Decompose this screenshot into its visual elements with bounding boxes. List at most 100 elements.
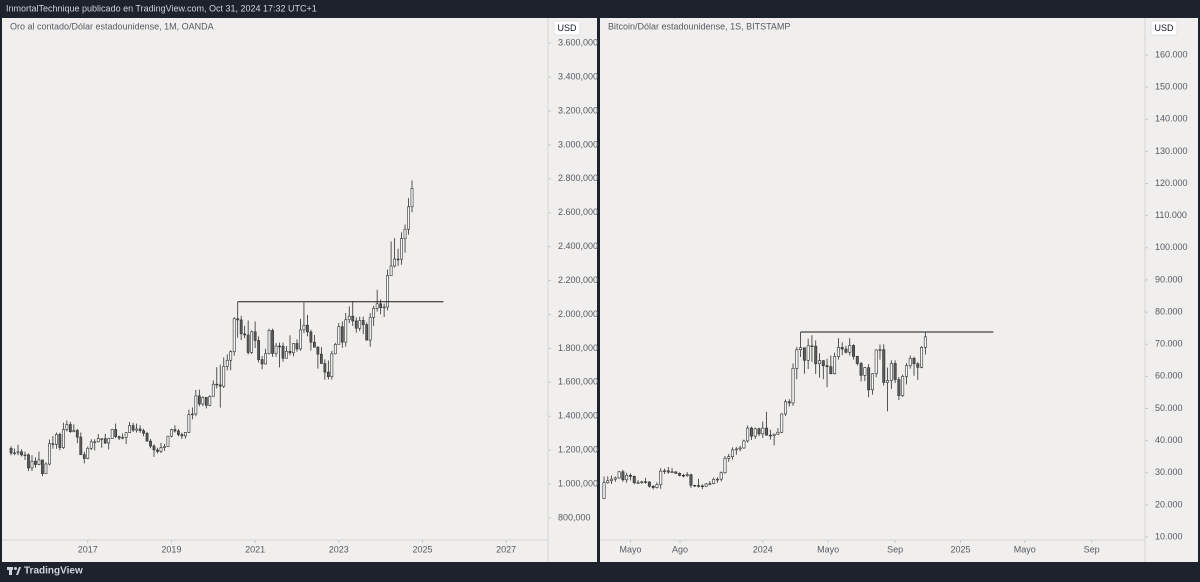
y-tick-label: 800,000 [558, 512, 591, 522]
candle-body [916, 363, 920, 368]
candle-body [867, 367, 871, 391]
candle-body [121, 437, 125, 439]
candle-body [131, 425, 135, 431]
candle-body [65, 424, 69, 430]
tv-logo [7, 567, 21, 575]
candle-body [742, 440, 746, 449]
candle-body [194, 395, 198, 415]
candle-body [674, 471, 678, 474]
candle-body [184, 432, 187, 437]
y-tick-label: 3.400,000 [558, 71, 598, 81]
candle-body [326, 371, 330, 378]
candle-body [264, 353, 267, 365]
candle-body [670, 471, 674, 473]
candle-body [825, 365, 829, 368]
candle-body [893, 363, 897, 380]
candle-body [368, 317, 372, 341]
candle-body [613, 477, 617, 480]
y-tick-label: 150.000 [1155, 82, 1188, 92]
candle-body [821, 360, 825, 367]
y-tick-label: 60.000 [1155, 371, 1183, 381]
currency-box [553, 20, 581, 36]
y-tick-label: 2.000,000 [558, 309, 598, 319]
candle-body [889, 363, 893, 381]
chart-panel: Oro al contado/Dólar estadounidense, 1M,… [2, 18, 598, 562]
candle-body [232, 318, 236, 352]
candle-body [863, 367, 867, 376]
candle-body [870, 373, 874, 391]
candle-body [225, 359, 229, 367]
candle-body [218, 384, 222, 387]
candle-body [309, 331, 313, 343]
currency-label: USD [1154, 23, 1174, 33]
candle-body [393, 258, 396, 267]
candle-body [278, 345, 281, 348]
candle-body [149, 440, 152, 447]
candle-body [874, 349, 878, 375]
candle-body [372, 308, 376, 318]
candle-body [908, 358, 912, 367]
candle-body [897, 379, 901, 396]
candle-body [190, 413, 194, 416]
y-tick-label: 90.000 [1155, 274, 1183, 284]
y-tick-label: 120.000 [1155, 178, 1188, 188]
candle-body [100, 438, 104, 440]
x-tick-label: 2021 [245, 544, 265, 554]
candle-body [761, 427, 765, 435]
candle-body [410, 188, 414, 208]
x-tick-label: Mayo [619, 544, 641, 554]
x-tick-label: 2024 [753, 544, 773, 554]
candle-body [852, 345, 855, 357]
candle-body [55, 434, 58, 445]
candle-body [727, 456, 731, 459]
y-tick-label: 30.000 [1155, 467, 1183, 477]
candle-body [700, 485, 704, 488]
y-tick-label: 140.000 [1155, 114, 1188, 124]
currency-label: USD [557, 23, 577, 33]
y-tick-label: 160.000 [1155, 49, 1188, 59]
candle-body [697, 485, 700, 487]
candle-body [920, 347, 924, 368]
candle-body [333, 344, 337, 355]
candle-body [818, 360, 821, 365]
x-tick-label: 2027 [496, 544, 516, 554]
candle-body [281, 345, 285, 359]
candle-body [802, 347, 806, 361]
panel-bg [2, 18, 597, 562]
candle-body [267, 330, 271, 354]
candle-body [253, 331, 257, 341]
candle-body [201, 397, 205, 405]
x-tick-label: 2019 [161, 544, 181, 554]
candle-body [337, 326, 341, 345]
candle-body [806, 345, 810, 361]
candle-body [302, 324, 306, 331]
candle-body [354, 320, 358, 329]
candle-body [379, 303, 383, 309]
candle-body [79, 436, 83, 456]
candle-body [693, 484, 697, 487]
candle-body [784, 401, 787, 415]
candle-body [23, 454, 27, 456]
candle-body [323, 363, 327, 373]
y-tick-label: 20.000 [1155, 499, 1183, 509]
candle-body [299, 329, 302, 350]
candle-body [848, 345, 852, 353]
candle-body [901, 376, 905, 396]
candle-body [180, 434, 184, 437]
y-tick-label: 3.200,000 [558, 105, 598, 115]
candle-body [628, 475, 632, 477]
candle-body [829, 366, 833, 375]
candle-body [780, 413, 784, 433]
candle-body [347, 315, 351, 321]
candle-body [644, 481, 648, 483]
candle-body [204, 397, 208, 406]
x-tick-label: Mayo [1014, 544, 1036, 554]
y-tick-label: 100.000 [1155, 242, 1188, 252]
candle-body [610, 478, 614, 482]
candle-body [651, 485, 655, 488]
candle-body [886, 380, 890, 383]
y-tick-label: 70.000 [1155, 339, 1183, 349]
candle-body [734, 448, 738, 451]
candle-body [103, 438, 107, 444]
